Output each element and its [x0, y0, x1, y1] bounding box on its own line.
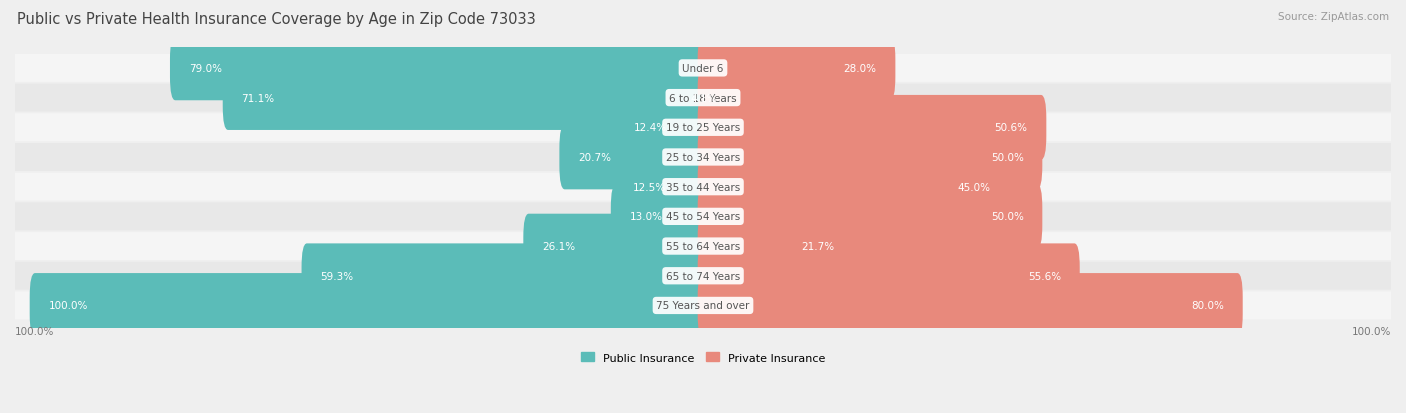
Text: 25 to 34 Years: 25 to 34 Years [666, 153, 740, 163]
FancyBboxPatch shape [697, 244, 1080, 309]
Legend: Public Insurance, Private Insurance: Public Insurance, Private Insurance [576, 348, 830, 367]
FancyBboxPatch shape [697, 96, 1046, 160]
Text: 26.1%: 26.1% [543, 242, 575, 252]
Text: 50.0%: 50.0% [991, 212, 1024, 222]
Text: 55.6%: 55.6% [1028, 271, 1062, 281]
FancyBboxPatch shape [15, 262, 1391, 290]
FancyBboxPatch shape [697, 36, 896, 101]
Text: 100.0%: 100.0% [15, 326, 55, 336]
Text: 12.4%: 12.4% [634, 123, 666, 133]
FancyBboxPatch shape [15, 114, 1391, 142]
Text: 55 to 64 Years: 55 to 64 Years [666, 242, 740, 252]
Text: 50.0%: 50.0% [991, 153, 1024, 163]
FancyBboxPatch shape [697, 273, 1243, 338]
Text: 4.1%: 4.1% [690, 93, 717, 103]
Text: 59.3%: 59.3% [321, 271, 353, 281]
Text: 35 to 44 Years: 35 to 44 Years [666, 182, 740, 192]
FancyBboxPatch shape [30, 273, 709, 338]
Text: 21.7%: 21.7% [801, 242, 835, 252]
FancyBboxPatch shape [610, 185, 709, 249]
Text: 45 to 54 Years: 45 to 54 Years [666, 212, 740, 222]
FancyBboxPatch shape [523, 214, 709, 279]
FancyBboxPatch shape [614, 96, 709, 160]
Text: 20.7%: 20.7% [578, 153, 612, 163]
FancyBboxPatch shape [697, 155, 1010, 219]
Text: 19 to 25 Years: 19 to 25 Years [666, 123, 740, 133]
Text: Source: ZipAtlas.com: Source: ZipAtlas.com [1278, 12, 1389, 22]
Text: 75 Years and over: 75 Years and over [657, 301, 749, 311]
FancyBboxPatch shape [697, 214, 853, 279]
Text: 28.0%: 28.0% [844, 64, 877, 74]
FancyBboxPatch shape [15, 173, 1391, 201]
FancyBboxPatch shape [170, 36, 709, 101]
FancyBboxPatch shape [697, 185, 1042, 249]
Text: 79.0%: 79.0% [188, 64, 222, 74]
FancyBboxPatch shape [15, 292, 1391, 320]
FancyBboxPatch shape [15, 233, 1391, 260]
Text: 65 to 74 Years: 65 to 74 Years [666, 271, 740, 281]
Text: 100.0%: 100.0% [48, 301, 87, 311]
FancyBboxPatch shape [614, 155, 709, 219]
Text: 6 to 18 Years: 6 to 18 Years [669, 93, 737, 103]
Text: 80.0%: 80.0% [1191, 301, 1225, 311]
FancyBboxPatch shape [222, 66, 709, 131]
FancyBboxPatch shape [15, 84, 1391, 112]
FancyBboxPatch shape [15, 144, 1391, 171]
FancyBboxPatch shape [560, 125, 709, 190]
Text: 50.6%: 50.6% [994, 123, 1028, 133]
Text: Under 6: Under 6 [682, 64, 724, 74]
Text: 45.0%: 45.0% [957, 182, 990, 192]
FancyBboxPatch shape [697, 66, 735, 131]
Text: Public vs Private Health Insurance Coverage by Age in Zip Code 73033: Public vs Private Health Insurance Cover… [17, 12, 536, 27]
FancyBboxPatch shape [15, 203, 1391, 231]
Text: 12.5%: 12.5% [633, 182, 666, 192]
FancyBboxPatch shape [697, 125, 1042, 190]
Text: 100.0%: 100.0% [1351, 326, 1391, 336]
FancyBboxPatch shape [301, 244, 709, 309]
FancyBboxPatch shape [15, 55, 1391, 83]
Text: 71.1%: 71.1% [242, 93, 274, 103]
Text: 13.0%: 13.0% [630, 212, 662, 222]
